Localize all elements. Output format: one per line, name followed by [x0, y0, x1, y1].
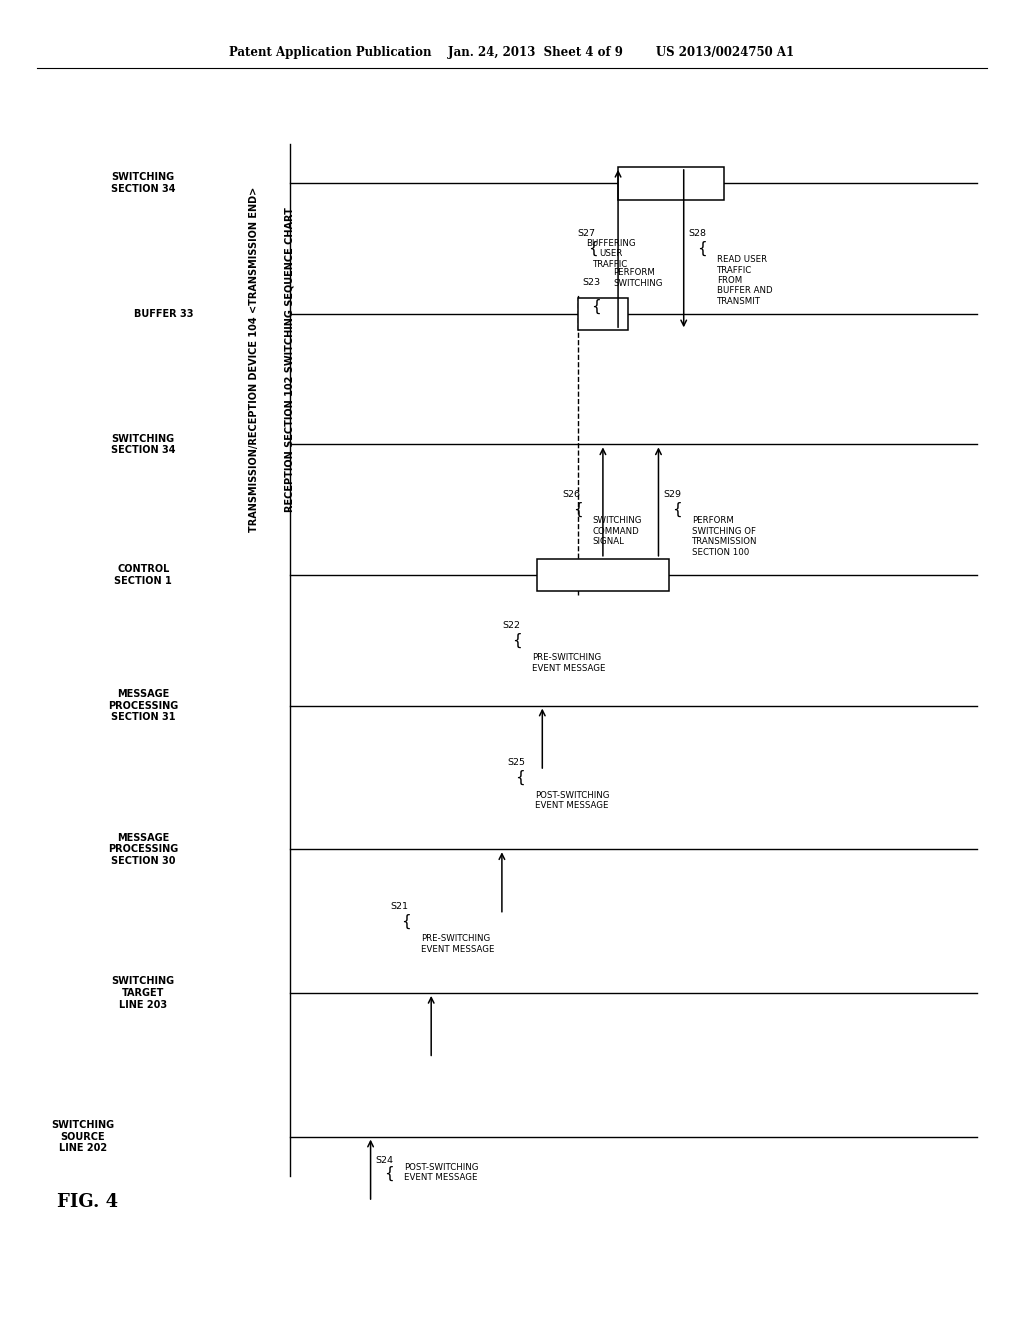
Text: BUFFER 33: BUFFER 33: [134, 309, 194, 319]
Text: SWITCHING
SOURCE
LINE 202: SWITCHING SOURCE LINE 202: [51, 1121, 115, 1154]
Bar: [538, 558, 669, 591]
Text: MESSAGE
PROCESSING
SECTION 31: MESSAGE PROCESSING SECTION 31: [109, 689, 178, 722]
Text: PERFORM
SWITCHING: PERFORM SWITCHING: [613, 268, 663, 288]
Text: RECEPTION SECTION 102 SWITCHING SEQUENCE CHART: RECEPTION SECTION 102 SWITCHING SEQUENCE…: [285, 207, 295, 512]
Text: POST-SWITCHING
EVENT MESSAGE: POST-SWITCHING EVENT MESSAGE: [403, 1163, 478, 1183]
Text: PRE-SWITCHING
EVENT MESSAGE: PRE-SWITCHING EVENT MESSAGE: [421, 935, 495, 953]
Text: {: {: [515, 770, 524, 785]
Text: Patent Application Publication    Jan. 24, 2013  Sheet 4 of 9        US 2013/002: Patent Application Publication Jan. 24, …: [229, 46, 795, 59]
Text: PRE-SWITCHING
EVENT MESSAGE: PRE-SWITCHING EVENT MESSAGE: [532, 653, 606, 673]
Text: {: {: [588, 242, 598, 256]
Text: S27: S27: [578, 230, 596, 238]
Text: {: {: [591, 298, 600, 314]
Text: MESSAGE
PROCESSING
SECTION 30: MESSAGE PROCESSING SECTION 30: [109, 833, 178, 866]
Text: BUFFERING
USER
TRAFFIC: BUFFERING USER TRAFFIC: [586, 239, 636, 268]
Text: S22: S22: [502, 620, 520, 630]
Text: PERFORM
SWITCHING OF
TRANSMISSION
SECTION 100: PERFORM SWITCHING OF TRANSMISSION SECTIO…: [692, 516, 758, 557]
Text: S21: S21: [391, 902, 409, 911]
Text: S25: S25: [507, 758, 525, 767]
Text: S24: S24: [376, 1156, 393, 1166]
Text: CONTROL
SECTION 1: CONTROL SECTION 1: [115, 565, 172, 586]
Text: {: {: [384, 1166, 393, 1180]
Text: TRANSMISSION/RECEPTION DEVICE 104 <TRANSMISSION END>: TRANSMISSION/RECEPTION DEVICE 104 <TRANS…: [250, 187, 259, 532]
Text: {: {: [512, 632, 522, 648]
Text: SWITCHING
COMMAND
SIGNAL: SWITCHING COMMAND SIGNAL: [593, 516, 642, 546]
Text: S29: S29: [664, 490, 682, 499]
Text: SWITCHING
SECTION 34: SWITCHING SECTION 34: [111, 173, 175, 194]
Text: {: {: [697, 242, 707, 256]
Text: SWITCHING
SECTION 34: SWITCHING SECTION 34: [111, 434, 175, 455]
Bar: [578, 297, 628, 330]
Text: S28: S28: [689, 230, 707, 238]
Bar: [618, 166, 724, 199]
Text: {: {: [672, 502, 681, 517]
Text: S26: S26: [562, 490, 581, 499]
Text: READ USER
TRAFFIC
FROM
BUFFER AND
TRANSMIT: READ USER TRAFFIC FROM BUFFER AND TRANSM…: [717, 255, 773, 306]
Text: SWITCHING
TARGET
LINE 203: SWITCHING TARGET LINE 203: [112, 977, 175, 1010]
Text: POST-SWITCHING
EVENT MESSAGE: POST-SWITCHING EVENT MESSAGE: [536, 791, 609, 810]
Text: {: {: [572, 502, 583, 517]
Text: {: {: [400, 913, 411, 929]
Text: S23: S23: [583, 279, 601, 288]
Text: FIG. 4: FIG. 4: [57, 1193, 119, 1210]
